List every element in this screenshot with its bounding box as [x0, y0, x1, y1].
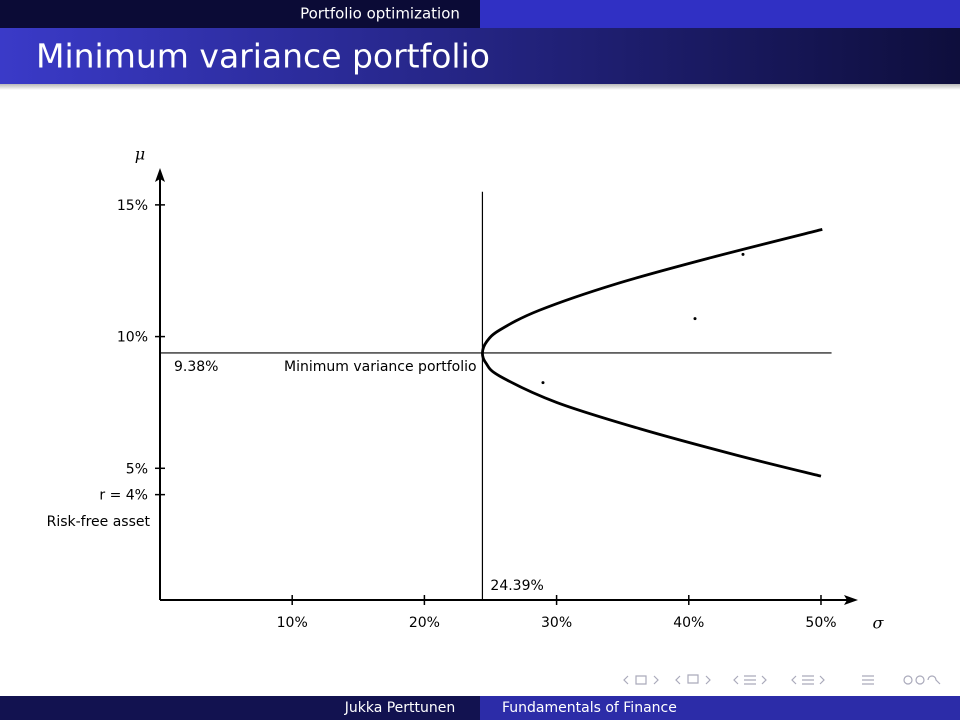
efficient-frontier: [481, 228, 823, 478]
y-axis-arrow: [155, 168, 165, 182]
x-axis-arrow: [844, 595, 858, 605]
header-right: [480, 0, 960, 28]
y-tick-label: 5%: [126, 461, 148, 477]
min-variance-annotation: Minimum variance portfolio: [284, 359, 477, 375]
nav-slide[interactable]: [791, 675, 825, 685]
footer-title: Fundamentals of Finance: [502, 700, 677, 716]
title-bar: [0, 28, 960, 84]
min-variance-x-label: 24.39%: [490, 578, 543, 594]
nav-frame[interactable]: [623, 675, 659, 685]
footer-author: Jukka Perttunen: [344, 700, 456, 716]
y-tick-label: r = 4%: [99, 488, 148, 504]
x-tick-label: 20%: [409, 615, 440, 631]
title-shadow: [0, 84, 960, 90]
nav-section[interactable]: [733, 675, 767, 685]
x-tick-label: 40%: [673, 615, 704, 631]
y-axis-label: μ: [135, 145, 145, 164]
nav-subsection[interactable]: [675, 674, 711, 685]
slide-title: Minimum variance portfolio: [36, 37, 490, 76]
asset-point: [541, 381, 545, 385]
x-tick-label: 10%: [277, 615, 308, 631]
x-tick-label: 30%: [541, 615, 572, 631]
asset-point: [741, 252, 745, 256]
asset-point: [693, 317, 697, 321]
risk-free-label: Risk-free asset: [47, 514, 151, 530]
nav-menu[interactable]: [862, 675, 874, 685]
footer-right: [480, 696, 960, 720]
nav-search[interactable]: [903, 675, 941, 685]
y-tick-label: 10%: [117, 330, 148, 346]
x-axis-label: σ: [873, 614, 885, 633]
footer-left: [0, 696, 480, 720]
min-variance-y-label: 9.38%: [174, 359, 218, 375]
navigation-icons[interactable]: [623, 674, 941, 685]
section-title: Portfolio optimization: [300, 5, 460, 23]
x-tick-label: 50%: [805, 615, 836, 631]
y-tick-label: 15%: [117, 198, 148, 214]
header-left: [0, 0, 480, 28]
